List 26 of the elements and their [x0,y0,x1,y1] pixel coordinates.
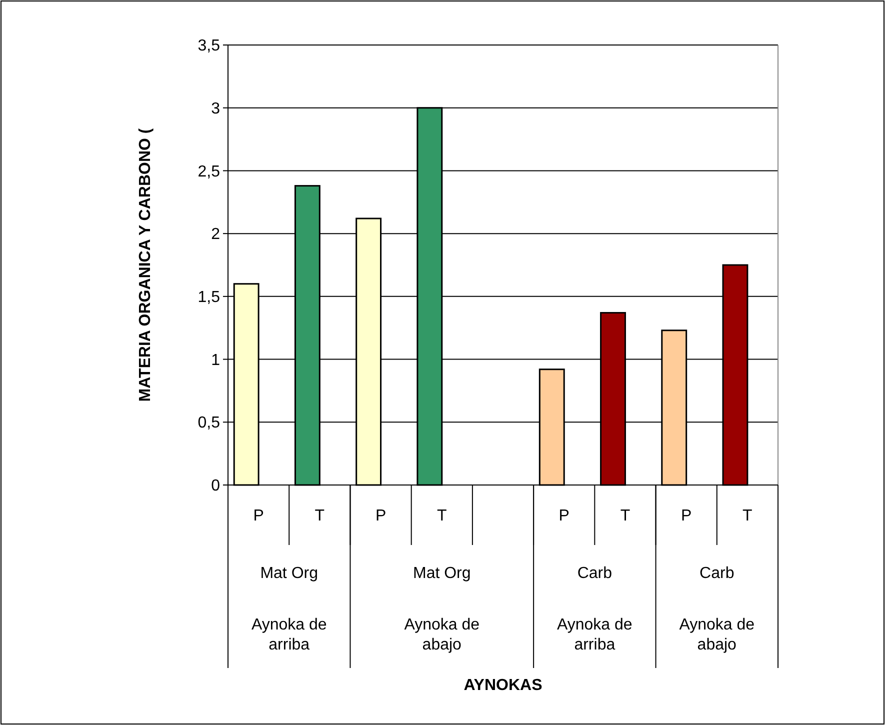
text: Aynoka de abajo [404,616,480,654]
x-tick-label: P [558,508,570,525]
x-tick-label: T [620,508,630,525]
y-tick-label: 2,5 [198,163,220,180]
text: Aynoka de arriba [251,616,327,654]
text: AYNOKAS [464,677,543,694]
y-tick-label: 1 [211,352,220,369]
y-tick-label: 0 [211,478,220,495]
x-tick-label: P [253,508,264,525]
y-tick-label: 3,5 [198,38,220,55]
x-tick-label: P [680,508,692,525]
text: Mat Org [412,565,471,582]
text: Mat Org [260,565,318,582]
y-tick-label: 3 [211,100,220,118]
x-tick-label: P [375,508,386,525]
x-tick-label: T [437,508,447,525]
y-axis-title: MATERIA ORGANICA Y CARBONO ( [137,128,154,402]
text: Aynoka de abajo [679,616,755,654]
y-tick-label: 1,5 [198,289,220,306]
y-tick-label: 2 [211,226,220,244]
text: Carb [577,565,612,582]
text: Aynoka de arriba [557,616,632,654]
x-tick-label: T [314,508,325,525]
x-tick-label: T [742,508,753,525]
text: Carb [700,565,734,582]
y-tick-label: 0,5 [198,414,220,432]
